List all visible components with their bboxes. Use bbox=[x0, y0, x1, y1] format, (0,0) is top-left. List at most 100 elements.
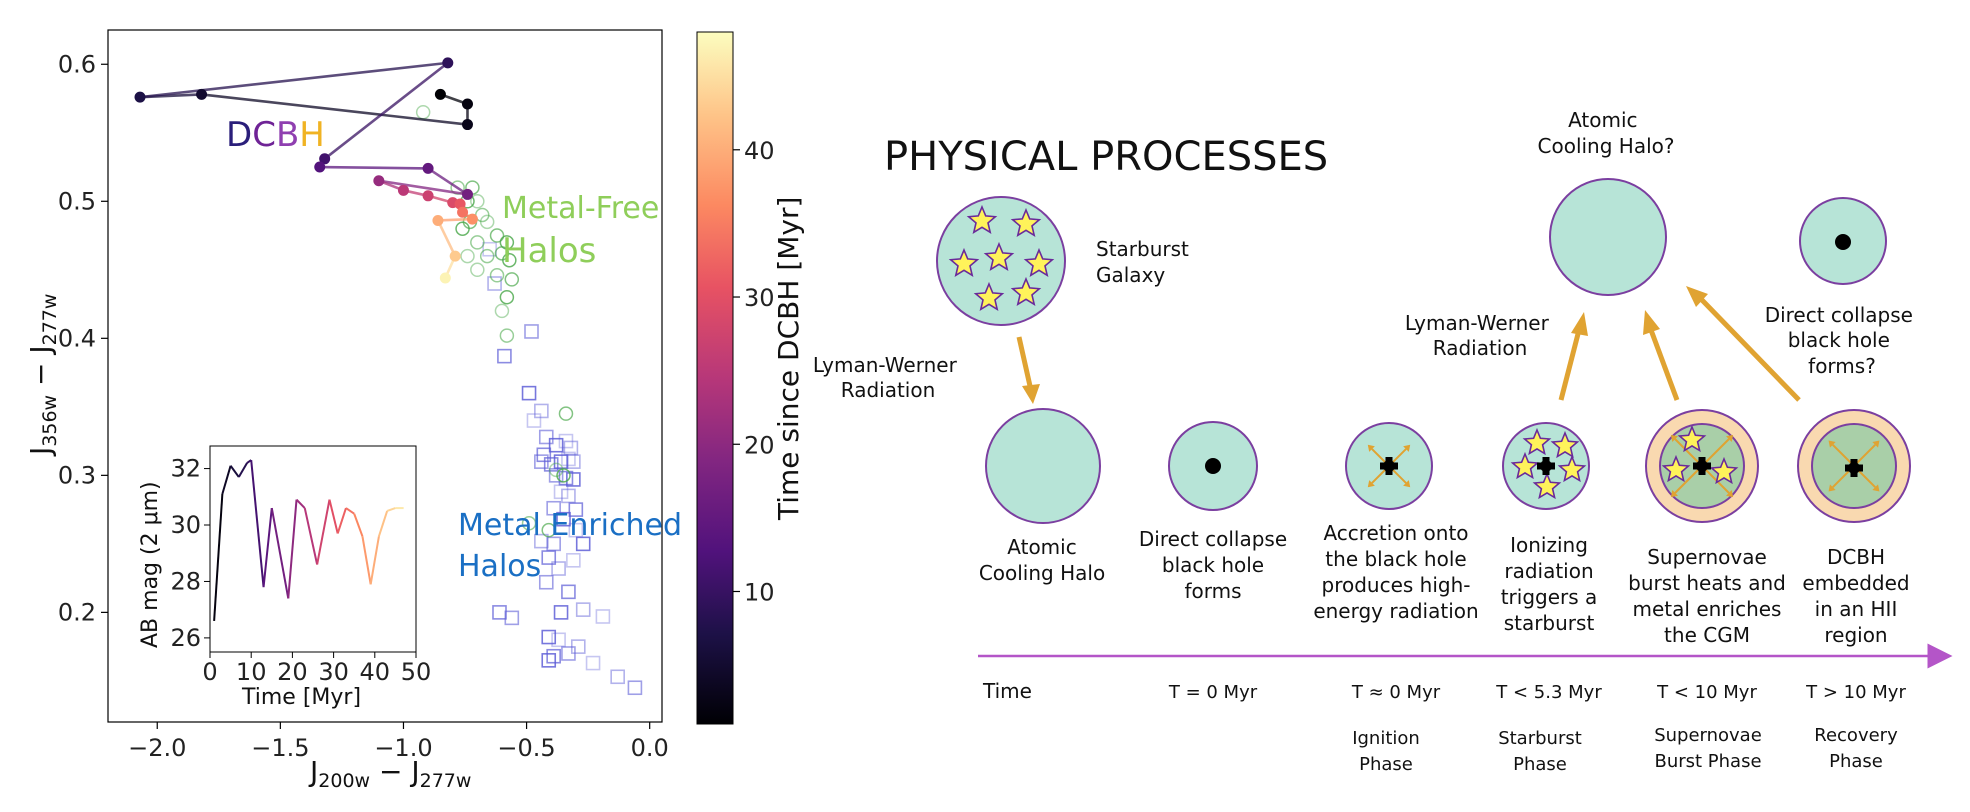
dcbh-point bbox=[196, 88, 208, 100]
radiation-arrow bbox=[1872, 440, 1880, 448]
metal-free-point bbox=[489, 268, 505, 283]
dcbh-point bbox=[461, 119, 473, 131]
inset-line-segment bbox=[316, 499, 331, 565]
phase-label: Recovery Phase bbox=[1814, 725, 1898, 772]
metal-enriched-point bbox=[556, 511, 571, 527]
star-icon bbox=[1557, 454, 1587, 483]
phase-label: Supernovae Burst Phase bbox=[1654, 725, 1762, 772]
dcbh-track-segment bbox=[139, 61, 448, 99]
lw-label-right: Lyman-Werner Radiation bbox=[1405, 311, 1555, 360]
star-icon bbox=[1661, 454, 1691, 483]
inset-line-segment bbox=[262, 507, 273, 588]
black-hole-icon bbox=[1205, 458, 1221, 474]
star-icon bbox=[1550, 430, 1580, 459]
inset-line-segment bbox=[369, 536, 380, 585]
metal-enriched-point bbox=[553, 605, 569, 620]
dcbh-point bbox=[442, 57, 454, 69]
main-plot-data bbox=[134, 57, 643, 696]
metal-enriched-point bbox=[568, 522, 584, 538]
radiation-arrow bbox=[1828, 440, 1836, 448]
metal-enriched-point bbox=[521, 385, 537, 401]
metal-free-point bbox=[494, 303, 510, 319]
inset-line-segment bbox=[237, 462, 248, 478]
metal-free-label: Metal-Free Halos bbox=[502, 191, 669, 271]
radiation-arrow bbox=[1670, 490, 1678, 498]
lw-arrow-down bbox=[1016, 336, 1033, 387]
dcbh-point bbox=[432, 214, 444, 226]
inset-line-segment bbox=[336, 507, 347, 534]
colorbar-ticks: 10 20 30 40 bbox=[733, 137, 775, 606]
inset-line-segment bbox=[287, 499, 298, 599]
radiation-arrow bbox=[1403, 480, 1411, 488]
metal-enriched-point bbox=[561, 646, 576, 661]
dcbh-point bbox=[461, 98, 473, 110]
metal-enriched-point bbox=[526, 413, 542, 428]
colorbar-tick-label: 30 bbox=[744, 284, 775, 312]
metal-enriched-label: Metal Enriched Halos bbox=[458, 508, 692, 584]
metal-enriched-point bbox=[627, 680, 643, 696]
metal-enriched-point bbox=[566, 454, 581, 469]
metal-free-point bbox=[541, 522, 556, 538]
black-hole-icon bbox=[1383, 460, 1395, 472]
inset-x-tick: 0 bbox=[202, 658, 217, 686]
inset-x-tick: 10 bbox=[236, 658, 267, 686]
metal-enriched-point bbox=[541, 653, 557, 668]
metal-enriched-point bbox=[534, 403, 549, 419]
metal-enriched-point bbox=[585, 655, 601, 671]
metal-enriched-point bbox=[541, 550, 557, 565]
metal-enriched-point bbox=[546, 648, 561, 664]
x-tick-label: 0.0 bbox=[631, 734, 669, 762]
dcbh-track-segment bbox=[323, 61, 449, 160]
inset-y-label: AB mag (2 μm) bbox=[138, 481, 163, 648]
metal-enriched-point bbox=[575, 602, 591, 617]
dcbh-track-segment bbox=[378, 179, 468, 196]
dcbh-point bbox=[461, 188, 473, 200]
metal-enriched-point bbox=[538, 574, 554, 590]
stage-caption: Atomic Cooling Halo bbox=[979, 535, 1105, 585]
time-value: T < 10 Myr bbox=[1656, 682, 1757, 703]
metal-enriched-point bbox=[548, 437, 564, 453]
top-dcbh-black-hole bbox=[1835, 234, 1851, 250]
process-diagram: PHYSICAL PROCESSES Starburst Galaxy Lyma… bbox=[813, 108, 1953, 775]
top-atomic-halo-circle bbox=[1549, 178, 1667, 296]
radiation-arrow bbox=[1726, 490, 1734, 498]
metal-free-point bbox=[470, 262, 485, 278]
star-icon bbox=[983, 241, 1015, 271]
radiation-arrow bbox=[1403, 444, 1411, 452]
x-tick-label: −2.0 bbox=[128, 734, 186, 762]
metal-enriched-point bbox=[546, 500, 561, 516]
dcbh-track-segment bbox=[437, 217, 473, 222]
inset-data: 0 10 20 30 40 50 26 28 30 32 bbox=[170, 455, 431, 686]
metal-enriched-point bbox=[566, 553, 581, 568]
time-value: T ≈ 0 Myr bbox=[1351, 682, 1441, 703]
dcbh-label: DCBH bbox=[226, 115, 325, 155]
metal-free-point bbox=[460, 248, 475, 264]
inset-line-segment bbox=[353, 513, 364, 537]
dcbh-point bbox=[422, 162, 434, 174]
phase-label: Starburst Phase bbox=[1498, 728, 1582, 775]
lw-arrow-down-head bbox=[1022, 384, 1040, 404]
metal-enriched-point bbox=[561, 451, 576, 467]
metal-free-point bbox=[521, 516, 537, 531]
metal-enriched-point bbox=[492, 605, 507, 620]
top-atomic-halo-label: Atomic Cooling Halo? bbox=[1538, 108, 1675, 158]
dcbh-point bbox=[449, 250, 461, 262]
metal-free-point bbox=[499, 328, 515, 343]
star-icon bbox=[1709, 456, 1739, 485]
star-icon bbox=[1023, 247, 1055, 277]
metal-free-point bbox=[499, 289, 515, 305]
metal-enriched-point bbox=[543, 457, 559, 472]
star-icon bbox=[966, 204, 998, 234]
x-tick-label: −1.5 bbox=[251, 734, 309, 762]
diagram-title: PHYSICAL PROCESSES bbox=[884, 134, 1328, 180]
feedback-arrows bbox=[1558, 286, 1801, 402]
metal-enriched-point bbox=[568, 502, 584, 517]
black-hole-icon bbox=[1696, 460, 1708, 472]
star-icon bbox=[973, 281, 1005, 311]
dcbh-track-segment bbox=[436, 219, 457, 257]
black-hole-icon bbox=[1540, 460, 1552, 472]
metal-free-point bbox=[470, 235, 485, 250]
dcbh-track-segment bbox=[427, 167, 469, 196]
main-scatter-plot: −2.0 −1.5 −1.0 −0.5 0.0 0.2 0.3 0.4 0.5 0.6 J200w… bbox=[24, 29, 805, 792]
star-icon bbox=[1010, 276, 1042, 306]
